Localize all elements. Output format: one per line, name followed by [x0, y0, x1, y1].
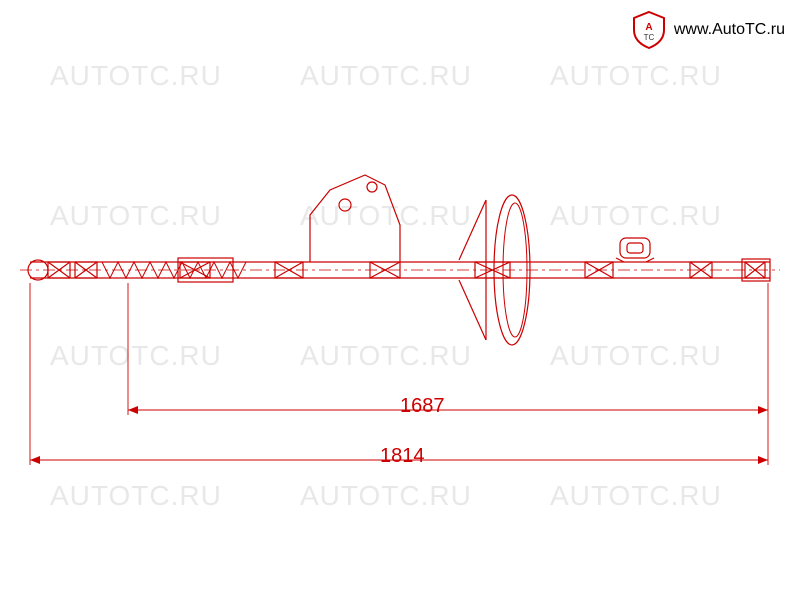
logo-shield-icon: A TC: [629, 10, 669, 50]
dimension-outer-label: 1814: [380, 445, 425, 468]
brand-logo: A TC www.AutoTC.ru: [629, 10, 785, 50]
svg-text:A: A: [645, 22, 652, 33]
dimension-inner-label: 1687: [400, 395, 445, 418]
technical-drawing: [0, 0, 800, 600]
logo-url: www.AutoTC.ru: [674, 21, 785, 39]
svg-text:TC: TC: [644, 33, 655, 42]
